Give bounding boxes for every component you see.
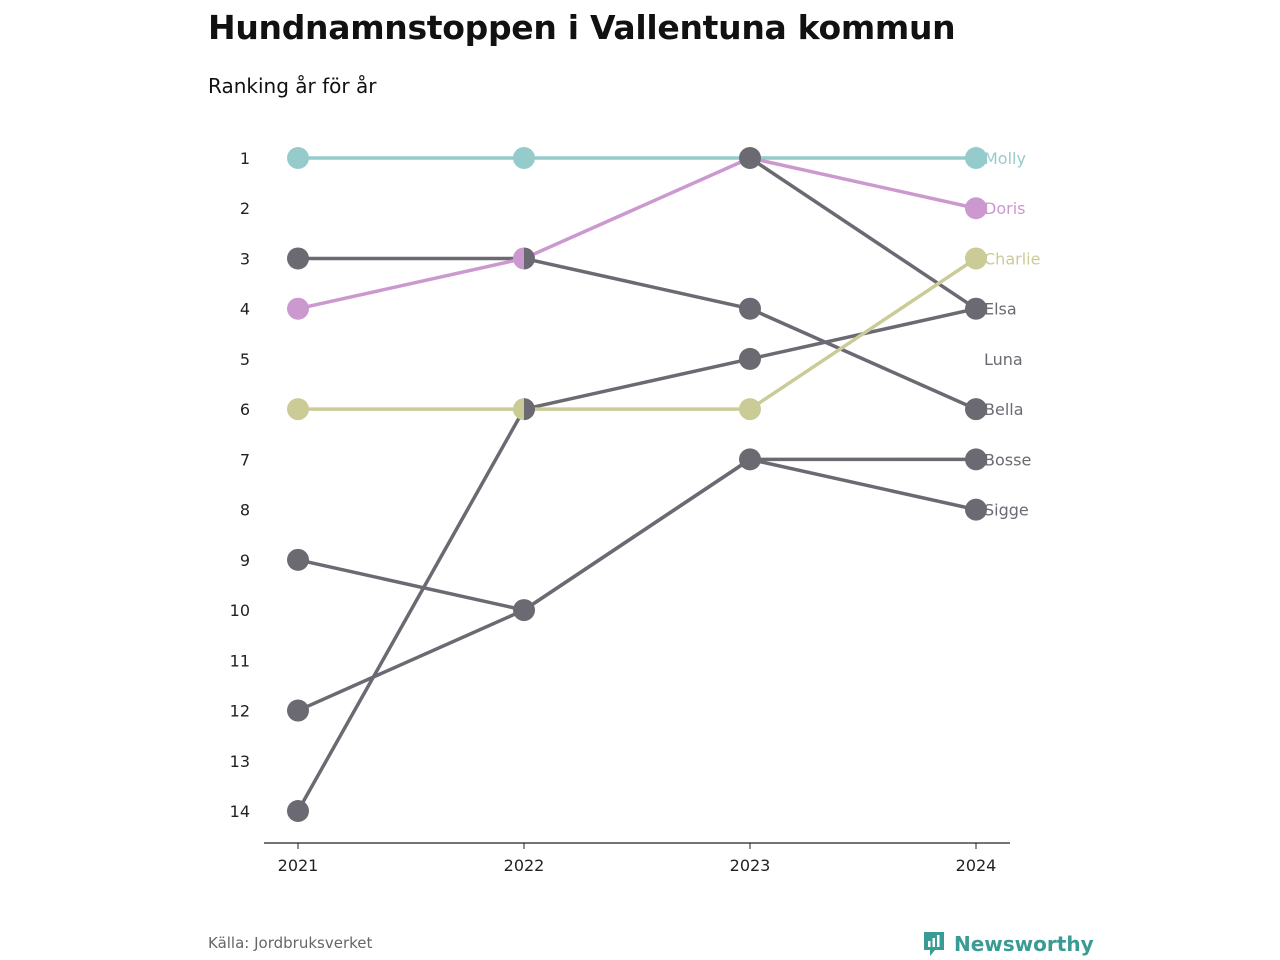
series-line-elsa	[296, 407, 526, 813]
data-point	[287, 800, 309, 822]
y-tick-label: 12	[230, 702, 250, 721]
series-end-label: Doris	[984, 199, 1025, 218]
data-point	[513, 599, 535, 622]
data-point	[739, 398, 761, 421]
series-end-label: Molly	[984, 149, 1026, 168]
data-point	[524, 247, 535, 270]
data-point	[965, 448, 987, 471]
data-point	[965, 398, 987, 421]
data-point	[739, 448, 761, 471]
series-line-elsa	[522, 357, 752, 411]
data-point	[513, 147, 535, 169]
y-tick-label: 7	[240, 450, 250, 469]
series-line-luna	[296, 558, 526, 612]
series-line-sigge	[748, 457, 978, 512]
series-end-label: Bella	[984, 400, 1024, 419]
y-tick-label: 11	[230, 651, 250, 670]
chart-subtitle: Ranking år för år	[208, 74, 377, 98]
x-tick-label: 2023	[730, 856, 771, 875]
series-lines	[296, 156, 978, 813]
series-line-bella	[748, 306, 978, 411]
data-point	[965, 197, 987, 220]
y-tick-label: 9	[240, 551, 250, 570]
data-point	[287, 699, 309, 722]
chart-title: Hundnamnstoppen i Vallentuna kommun	[208, 8, 956, 47]
series-end-label: Bosse	[984, 450, 1031, 469]
data-point	[287, 548, 309, 571]
data-point	[965, 498, 987, 521]
data-point	[287, 297, 309, 320]
data-point	[739, 347, 761, 370]
series-line-bella	[522, 256, 752, 311]
y-tick-label: 1	[240, 149, 250, 168]
series-end-label: Charlie	[984, 249, 1040, 268]
data-point	[739, 147, 761, 169]
series-line-doris	[522, 156, 752, 261]
series-end-label: Luna	[984, 350, 1023, 369]
y-tick-label: 6	[240, 400, 250, 419]
series-line-charlie	[748, 256, 978, 411]
x-tick-label: 2022	[504, 856, 545, 875]
series-line-sigge	[522, 457, 752, 612]
data-point	[739, 297, 761, 320]
y-tick-label: 14	[230, 802, 250, 821]
series-end-label: Elsa	[984, 300, 1017, 319]
series-line-doris	[748, 156, 978, 210]
source-note: Källa: Jordbruksverket	[208, 934, 373, 952]
y-tick-label: 4	[240, 300, 250, 319]
data-point	[513, 398, 524, 421]
y-tick-label: 2	[240, 199, 250, 218]
data-point	[287, 147, 309, 169]
data-point	[287, 398, 309, 421]
series-line-doris	[296, 256, 526, 311]
bar-chart-icon	[924, 932, 944, 956]
brand-logo: Newsworthy	[922, 930, 1094, 958]
series-end-label: Sigge	[984, 501, 1029, 520]
data-point	[965, 147, 987, 169]
x-tick-label: 2024	[956, 856, 997, 875]
data-point	[965, 297, 987, 320]
y-tick-label: 3	[240, 249, 250, 268]
series-points	[287, 147, 987, 822]
y-tick-label: 13	[230, 752, 250, 771]
data-point	[524, 398, 535, 421]
brand-name: Newsworthy	[954, 932, 1094, 956]
data-point	[513, 247, 524, 270]
y-tick-label: 10	[230, 601, 250, 620]
series-line-extra	[748, 156, 978, 311]
y-tick-label: 5	[240, 350, 250, 369]
series-line-bosse	[296, 608, 526, 713]
x-tick-label: 2021	[278, 856, 319, 875]
y-tick-label: 8	[240, 501, 250, 520]
data-point	[965, 247, 987, 270]
data-point	[287, 247, 309, 270]
